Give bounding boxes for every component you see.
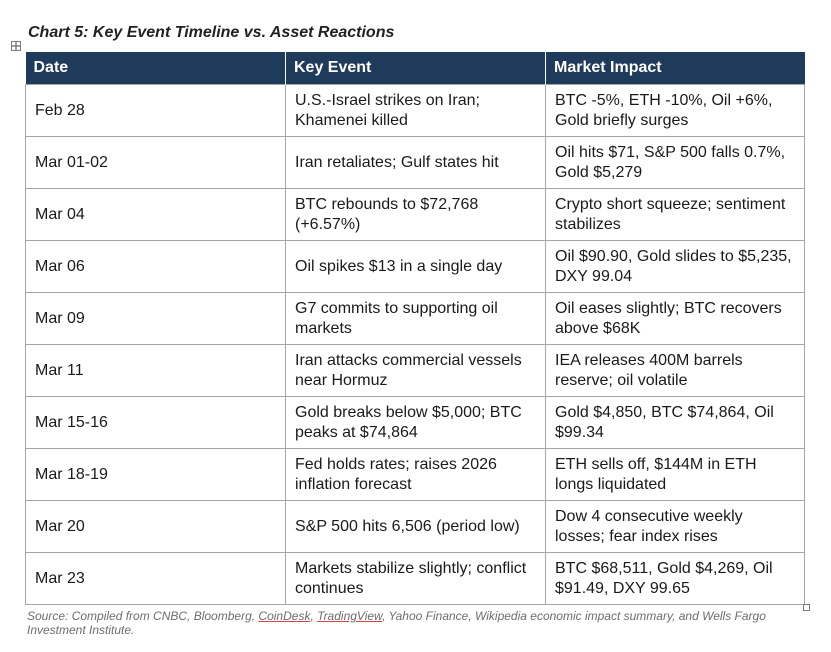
cell-key-event: Oil spikes $13 in a single day	[285, 240, 546, 293]
cell-market-impact: ETH sells off, $144M in ETH longs liquid…	[545, 448, 805, 501]
cell-market-impact: Oil $90.90, Gold slides to $5,235, DXY 9…	[545, 240, 805, 293]
source-text-suffix: , Yahoo Finance, Wikipedia economic impa…	[27, 609, 766, 637]
cell-market-impact: Oil hits $71, S&P 500 falls 0.7%, Gold $…	[545, 136, 805, 189]
cell-key-event: Iran retaliates; Gulf states hit	[285, 136, 546, 189]
cell-date: Mar 23	[25, 552, 286, 605]
source-text-prefix: Source: Compiled from CNBC, Bloomberg,	[27, 609, 259, 623]
cell-key-event: S&P 500 hits 6,506 (period low)	[285, 500, 546, 553]
cell-market-impact: Oil eases slightly; BTC recovers above $…	[545, 292, 805, 345]
table-row: Mar 01-02 Iran retaliates; Gulf states h…	[25, 136, 805, 189]
column-header-market-impact: Market Impact	[545, 52, 805, 85]
cell-date: Mar 06	[25, 240, 286, 293]
cell-date: Mar 11	[25, 344, 286, 397]
cell-date: Feb 28	[25, 84, 286, 137]
source-note: Source: Compiled from CNBC, Bloomberg, C…	[27, 609, 817, 637]
cell-key-event: U.S.-Israel strikes on Iran; Khamenei ki…	[285, 84, 546, 137]
cell-key-event: G7 commits to supporting oil markets	[285, 292, 546, 345]
cell-date: Mar 09	[25, 292, 286, 345]
table-row: Mar 20 S&P 500 hits 6,506 (period low) D…	[25, 500, 805, 553]
table-row: Mar 06 Oil spikes $13 in a single day Oi…	[25, 240, 805, 293]
cell-key-event: Markets stabilize slightly; conflict con…	[285, 552, 546, 605]
source-coindesk: CoinDesk	[258, 609, 311, 623]
cell-key-event: Iran attacks commercial vessels near Hor…	[285, 344, 546, 397]
cell-market-impact: BTC -5%, ETH -10%, Oil +6%, Gold briefly…	[545, 84, 805, 137]
table-header-row: Date Key Event Market Impact	[25, 52, 805, 85]
cell-date: Mar 18-19	[25, 448, 286, 501]
source-text-separator: ,	[310, 609, 318, 623]
table-row: Mar 18-19 Fed holds rates; raises 2026 i…	[25, 448, 805, 501]
cell-date: Mar 01-02	[25, 136, 286, 189]
table-row: Mar 15-16 Gold breaks below $5,000; BTC …	[25, 396, 805, 449]
column-header-date: Date	[25, 52, 286, 85]
cell-market-impact: IEA releases 400M barrels reserve; oil v…	[545, 344, 805, 397]
table-row: Mar 04 BTC rebounds to $72,768 (+6.57%) …	[25, 188, 805, 241]
cell-market-impact: Dow 4 consecutive weekly losses; fear in…	[545, 500, 805, 553]
chart-title: Chart 5: Key Event Timeline vs. Asset Re…	[28, 24, 395, 41]
event-timeline-table: Date Key Event Market Impact Feb 28 U.S.…	[25, 52, 805, 605]
cell-market-impact: Gold $4,850, BTC $74,864, Oil $99.34	[545, 396, 805, 449]
table-row: Mar 23 Markets stabilize slightly; confl…	[25, 552, 805, 605]
column-header-key-event: Key Event	[285, 52, 546, 85]
table-row: Mar 11 Iran attacks commercial vessels n…	[25, 344, 805, 397]
table-move-handle-icon[interactable]	[11, 41, 21, 51]
cell-market-impact: Crypto short squeeze; sentiment stabiliz…	[545, 188, 805, 241]
cell-key-event: Fed holds rates; raises 2026 inflation f…	[285, 448, 546, 501]
table-row: Feb 28 U.S.-Israel strikes on Iran; Kham…	[25, 84, 805, 137]
source-tradingview: TradingView	[317, 609, 383, 623]
cell-key-event: BTC rebounds to $72,768 (+6.57%)	[285, 188, 546, 241]
table-row: Mar 09 G7 commits to supporting oil mark…	[25, 292, 805, 345]
cell-date: Mar 04	[25, 188, 286, 241]
cell-date: Mar 15-16	[25, 396, 286, 449]
table-resize-handle[interactable]	[803, 604, 810, 611]
cell-market-impact: BTC $68,511, Gold $4,269, Oil $91.49, DX…	[545, 552, 805, 605]
cell-key-event: Gold breaks below $5,000; BTC peaks at $…	[285, 396, 546, 449]
cell-date: Mar 20	[25, 500, 286, 553]
